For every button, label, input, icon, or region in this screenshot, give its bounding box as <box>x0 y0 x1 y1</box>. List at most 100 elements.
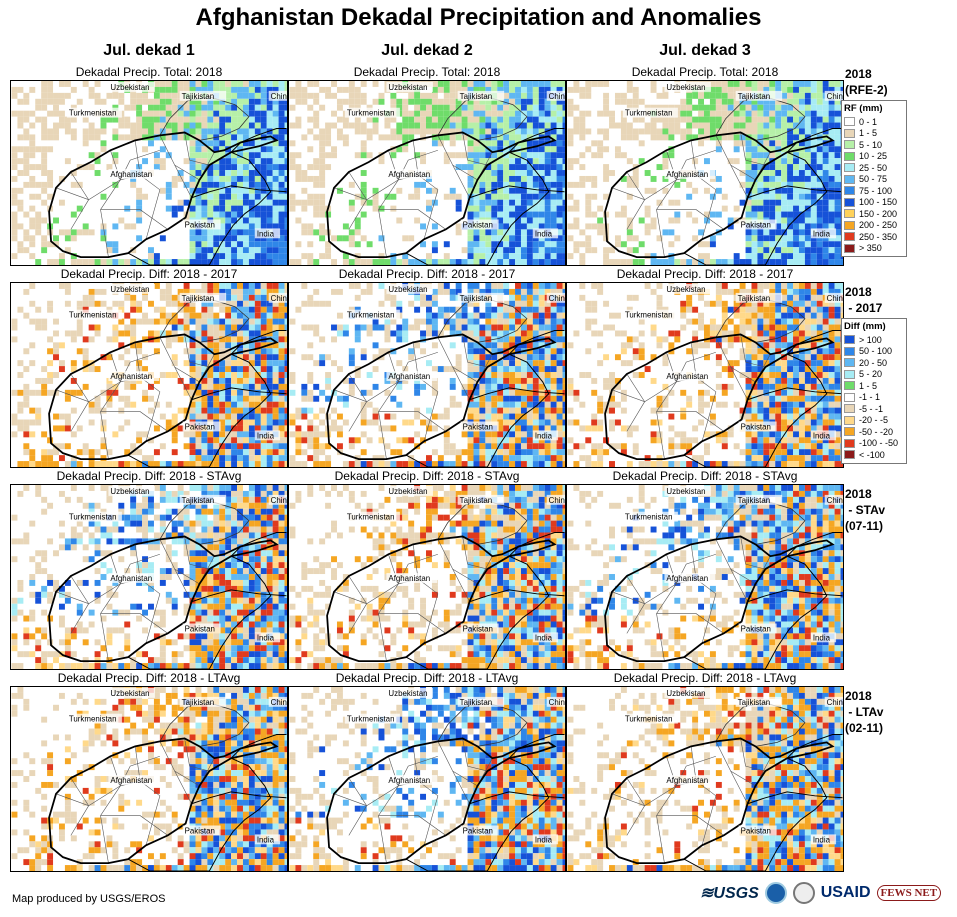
map-panel-ltavg-dekad-3: Uzbekistan Tajikistan China Turkmenistan Afg… <box>566 686 844 872</box>
legend-rainfall-swatch <box>844 163 855 173</box>
country-label-tajikistan: Tajikistan <box>182 496 215 505</box>
precip-field-map: Uzbekistan Tajikistan China Turkmenistan Afg… <box>567 687 843 871</box>
country-label-tajikistan: Tajikistan <box>182 698 215 707</box>
country-label-afghanistan: Afghanistan <box>388 776 430 785</box>
country-label-india: India <box>813 431 831 440</box>
country-label-turkmenistan: Turkmenistan <box>347 715 395 724</box>
country-label-india: India <box>813 633 831 642</box>
legend-rainfall-label: 250 - 350 <box>859 231 898 242</box>
country-label-china: China <box>549 496 565 505</box>
map-panel-rfe-dekad-1: Uzbekistan Tajikistan China Turkmenistan Afg… <box>10 80 288 266</box>
country-label-india: India <box>535 229 553 238</box>
legend-rainfall-label: 75 - 100 <box>859 185 893 196</box>
legend-rainfall-item: 1 - 5 <box>844 128 904 140</box>
agency-logos: ≋USGS USAID FEWS NET <box>700 882 942 904</box>
legend-rainfall-swatch <box>844 174 855 184</box>
country-label-uzbekistan: Uzbekistan <box>666 83 705 92</box>
legend-rainfall-swatch <box>844 151 855 161</box>
country-label-china: China <box>827 294 843 303</box>
legend-difference-label: -100 - -50 <box>859 438 899 449</box>
legend-rainfall-swatch <box>844 220 855 230</box>
nasa-logo-icon <box>792 882 815 904</box>
legend-difference-item: -5 - -1 <box>844 403 904 415</box>
country-label-uzbekistan: Uzbekistan <box>666 487 705 496</box>
row-label-rfe: 2018 (RFE-2) <box>845 67 888 97</box>
legend-difference-item: 1 - 5 <box>844 380 904 392</box>
precip-field-map: Uzbekistan Tajikistan China Turkmenistan Afg… <box>289 81 565 265</box>
country-label-tajikistan: Tajikistan <box>182 92 215 101</box>
page-title: Afghanistan Dekadal Precipitation and An… <box>195 4 762 31</box>
legend-rainfall-item: 5 - 10 <box>844 139 904 151</box>
legend-difference-label: 50 - 100 <box>859 346 893 357</box>
country-label-uzbekistan: Uzbekistan <box>388 83 427 92</box>
country-label-tajikistan: Tajikistan <box>738 92 771 101</box>
country-label-china: China <box>549 698 565 707</box>
country-label-tajikistan: Tajikistan <box>738 496 771 505</box>
legend-difference-label: > 100 <box>859 334 882 345</box>
legend-rainfall-item: > 350 <box>844 243 904 255</box>
row-label-stavg: 2018 - STAv (07-11) <box>845 487 886 533</box>
country-label-uzbekistan: Uzbekistan <box>110 285 149 294</box>
legend-rainfall-swatch <box>844 243 855 253</box>
country-label-china: China <box>271 294 287 303</box>
precip-field-map: Uzbekistan Tajikistan China Turkmenistan Afg… <box>11 81 287 265</box>
legend-difference-swatch <box>844 404 855 414</box>
panel-subtitle: Dekadal Precip. Diff: 2018 - 2017 <box>616 267 794 281</box>
country-label-uzbekistan: Uzbekistan <box>110 83 149 92</box>
legend-rainfall-label: 50 - 75 <box>859 174 888 185</box>
panel-subtitle: Dekadal Precip. Diff: 2018 - LTAvg <box>57 671 241 685</box>
country-label-tajikistan: Tajikistan <box>460 294 493 303</box>
legend-difference-item: -100 - -50 <box>844 438 904 450</box>
country-label-pakistan: Pakistan <box>741 422 771 431</box>
country-label-tajikistan: Tajikistan <box>738 698 771 707</box>
legend-rainfall-label: 1 - 5 <box>859 128 878 139</box>
country-label-india: India <box>257 229 275 238</box>
fews-net-logo: FEWS NET <box>876 885 942 901</box>
precip-field-map: Uzbekistan Tajikistan China Turkmenistan Afg… <box>567 283 843 467</box>
legend-difference-swatch <box>844 335 855 345</box>
map-panel-stavg-dekad-3: Uzbekistan Tajikistan China Turkmenistan Afg… <box>566 484 844 670</box>
legend-rainfall-item: 150 - 200 <box>844 208 904 220</box>
legend-rainfall-swatch <box>844 197 855 207</box>
country-label-china: China <box>549 294 565 303</box>
legend-rainfall-swatch <box>844 209 855 219</box>
legend-difference-swatch <box>844 358 855 368</box>
legend-difference-label: 5 - 20 <box>859 369 883 380</box>
panel-subtitle: Dekadal Precip. Diff: 2018 - LTAvg <box>613 671 797 685</box>
legend-rainfall-title: RF (mm) <box>844 103 883 114</box>
country-label-pakistan: Pakistan <box>463 220 493 229</box>
country-label-tajikistan: Tajikistan <box>182 294 215 303</box>
legend-rainfall-swatch <box>844 140 855 150</box>
legend-difference-swatch <box>844 427 855 437</box>
country-label-china: China <box>271 496 287 505</box>
country-label-uzbekistan: Uzbekistan <box>110 487 149 496</box>
country-label-turkmenistan: Turkmenistan <box>625 513 673 522</box>
map-panel-d17-dekad-2: Uzbekistan Tajikistan China Turkmenistan Afg… <box>288 282 566 468</box>
map-panel-ltavg-dekad-1: Uzbekistan Tajikistan China Turkmenistan Afg… <box>10 686 288 872</box>
legend-difference-swatch <box>844 346 855 356</box>
country-label-pakistan: Pakistan <box>185 422 215 431</box>
row-label-2017: 2018 - 2017 <box>845 285 883 315</box>
country-label-india: India <box>257 835 275 844</box>
map-panel-rfe-dekad-2: Uzbekistan Tajikistan China Turkmenistan Afg… <box>288 80 566 266</box>
panel-subtitle: Dekadal Precip. Total: 2018 <box>75 65 223 79</box>
legend-difference-label: -20 - -5 <box>859 415 889 426</box>
panel-subtitle: Dekadal Precip. Diff: 2018 - 2017 <box>60 267 238 281</box>
country-label-china: China <box>827 698 843 707</box>
country-label-uzbekistan: Uzbekistan <box>110 689 149 698</box>
precip-field-map: Uzbekistan Tajikistan China Turkmenistan Afg… <box>11 485 287 669</box>
country-label-tajikistan: Tajikistan <box>738 294 771 303</box>
legend-difference-label: < -100 <box>859 449 885 460</box>
country-label-turkmenistan: Turkmenistan <box>625 715 673 724</box>
country-label-turkmenistan: Turkmenistan <box>69 513 117 522</box>
legend-rainfall-item: 200 - 250 <box>844 220 904 232</box>
country-label-pakistan: Pakistan <box>463 826 493 835</box>
country-label-afghanistan: Afghanistan <box>388 372 430 381</box>
legend-difference-label: 20 - 50 <box>859 357 888 368</box>
precip-field-map: Uzbekistan Tajikistan China Turkmenistan Afg… <box>11 283 287 467</box>
legend-rainfall-item: 50 - 75 <box>844 174 904 186</box>
row-label-ltavg: 2018 - LTAv (02-11) <box>845 689 884 735</box>
country-label-uzbekistan: Uzbekistan <box>666 689 705 698</box>
country-label-afghanistan: Afghanistan <box>666 776 708 785</box>
legend-difference-swatch <box>844 381 855 391</box>
